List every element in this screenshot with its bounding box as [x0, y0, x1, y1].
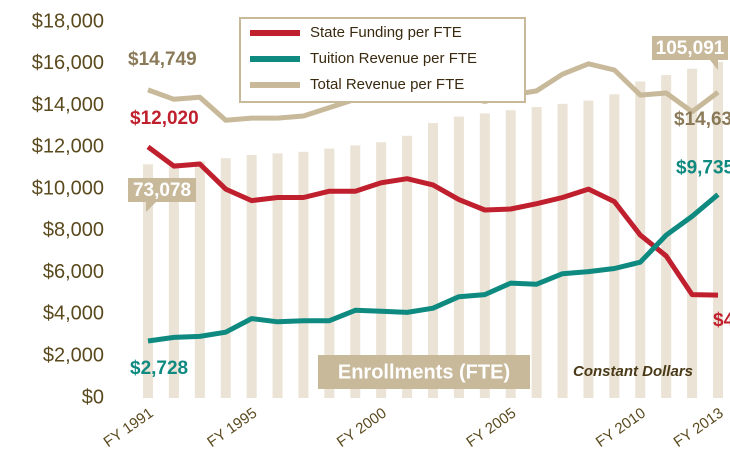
bar [272, 153, 283, 398]
annotation: Constant Dollars [573, 363, 693, 380]
legend-label: Tuition Revenue per FTE [310, 50, 477, 67]
value-label: 73,078 [133, 180, 191, 201]
bar [557, 103, 568, 398]
legend-label: State Funding per FTE [310, 24, 462, 41]
bar [168, 163, 179, 398]
bar [687, 68, 698, 399]
value-label-pointer [710, 60, 718, 70]
value-label: $14,749 [128, 49, 197, 70]
bar [531, 107, 542, 399]
bar [246, 155, 257, 398]
y-tick-label: $12,000 [32, 136, 104, 158]
bar [453, 116, 464, 398]
bar [479, 113, 490, 399]
bar [376, 142, 387, 398]
bar [428, 123, 438, 399]
bar [402, 135, 413, 399]
y-tick-label: $6,000 [43, 261, 104, 283]
bar [609, 94, 620, 398]
value-label: $9,735 [676, 158, 730, 179]
y-tick-label: $4,000 [43, 303, 104, 325]
x-tick-label: FY 2013 [671, 405, 727, 451]
x-tick-label: FY 2010 [593, 405, 649, 451]
value-label: $4,924 [713, 310, 730, 331]
bar [298, 151, 309, 398]
value-label: $2,728 [130, 358, 188, 379]
series-label: Enrollments (FTE) [338, 361, 510, 383]
y-tick-label: $18,000 [32, 10, 104, 32]
bar [143, 164, 153, 398]
line [146, 144, 719, 298]
bar [583, 100, 594, 398]
value-label: $14,638 [674, 109, 730, 130]
bar [505, 110, 516, 398]
value-label-box [652, 36, 728, 60]
bar [194, 161, 205, 398]
value-label: $12,020 [130, 108, 199, 129]
bar [220, 158, 231, 398]
legend-label: Total Revenue per FTE [310, 76, 464, 93]
bar-layer [143, 61, 723, 399]
series-label-box [318, 355, 530, 389]
bar [713, 61, 723, 399]
y-tick-label: $2,000 [43, 345, 104, 367]
value-label-box [128, 178, 196, 202]
x-tick-label: FY 1995 [204, 405, 260, 451]
y-tick-label: $10,000 [32, 177, 104, 199]
y-tick-label: $16,000 [32, 52, 104, 74]
x-tick-label: FY 2005 [463, 405, 519, 451]
y-tick-label: $0 [82, 386, 104, 408]
bar [324, 148, 335, 398]
label-layer: 73,078 105,091 Enrollments (FTE) $12,020 $4,… [128, 17, 730, 389]
x-tick-label: FY 1991 [101, 405, 157, 451]
value-label: 105,091 [656, 38, 725, 59]
bar [635, 81, 646, 398]
y-tick-label: $14,000 [32, 94, 104, 116]
bar [350, 145, 361, 398]
value-label-pointer [146, 202, 156, 212]
y-tick-label: $8,000 [43, 219, 104, 241]
line [147, 192, 720, 344]
x-tick-label: FY 2000 [334, 405, 390, 451]
